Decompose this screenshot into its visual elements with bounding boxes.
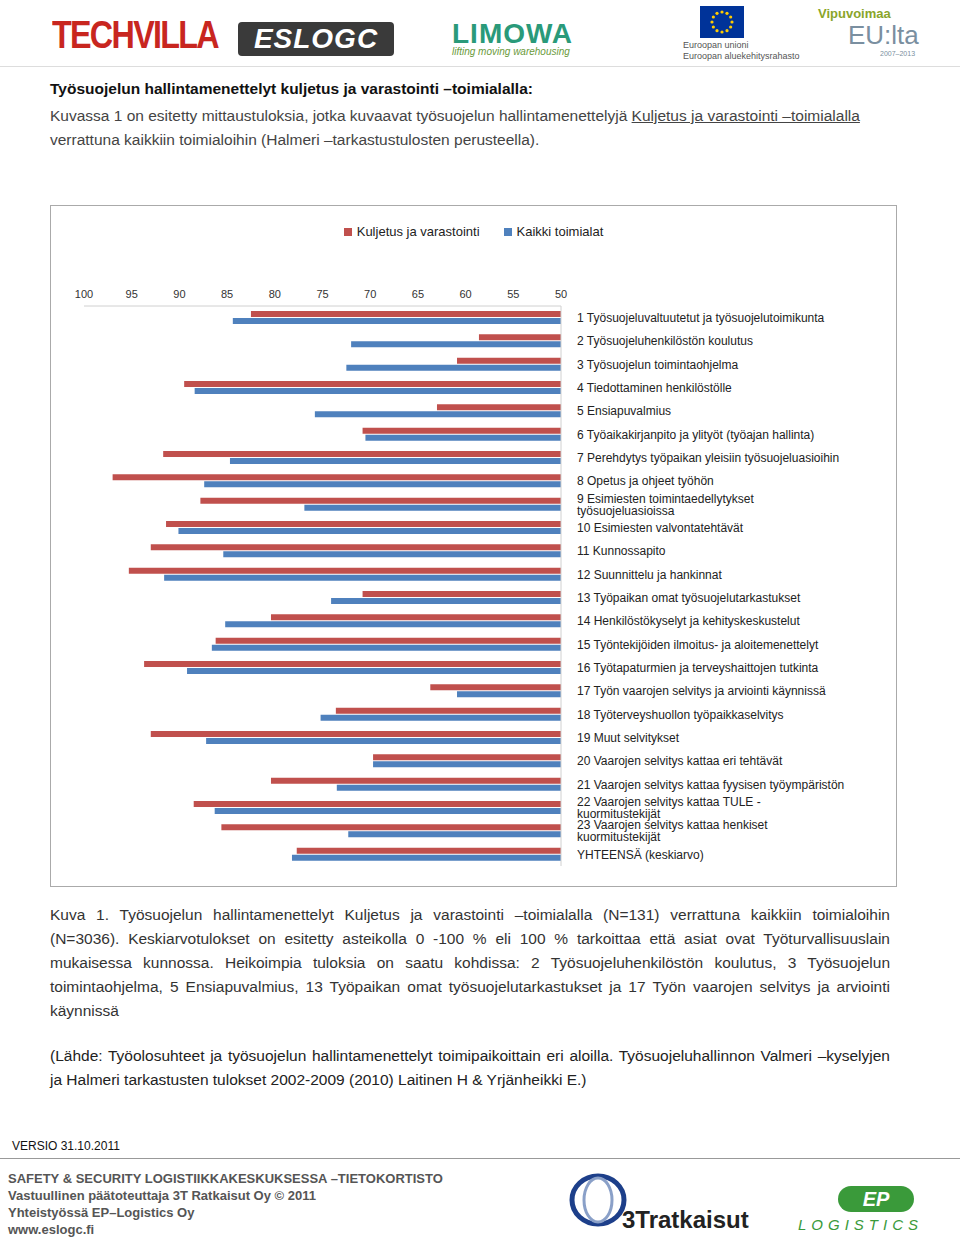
html-text:SAFETY & SECURITY LOGISTIIKKAK: SAFETY & SECURITY LOGISTIIKKAKESKUKSESSA… <box>8 1171 443 1186</box>
html-text:3Tratkaisut: 3Tratkaisut <box>622 1206 749 1233</box>
svg-text:7 Perehdytys työpaikan yleisii: 7 Perehdytys työpaikan yleisiin työsuoje… <box>577 451 839 465</box>
html-text:Kuvassa 1 on esitetty mittaust: Kuvassa 1 on esitetty mittaustuloksia, j… <box>50 107 860 124</box>
svg-text:65: 65 <box>412 288 424 300</box>
svg-text:14 Henkilöstökyselyt ja kehity: 14 Henkilöstökyselyt ja kehityskeskustel… <box>577 614 800 628</box>
html-text:EU:lta: EU:lta <box>848 20 919 50</box>
svg-text:4 Tiedottaminen henkilöstölle: 4 Tiedottaminen henkilöstölle <box>577 381 732 395</box>
html-text:(Lähde: Työolosuhteet ja työsu: (Lähde: Työolosuhteet ja työsuojelun hal… <box>50 1047 890 1088</box>
svg-text:23 Vaarojen selvitys kattaa he: 23 Vaarojen selvitys kattaa henkisetkuor… <box>577 818 768 844</box>
svg-text:8 Opetus ja ohjeet työhön: 8 Opetus ja ohjeet työhön <box>577 474 714 488</box>
svg-text:85: 85 <box>221 288 233 300</box>
svg-text:11 Kunnossapito: 11 Kunnossapito <box>577 544 666 558</box>
svg-text:1 Työsuojeluvaltuutetut ja työ: 1 Työsuojeluvaltuutetut ja työsuojelutoi… <box>577 311 825 325</box>
svg-text:22 Vaarojen selvitys kattaa TU: 22 Vaarojen selvitys kattaa TULE -kuormi… <box>577 795 761 821</box>
html-text:Euroopan unioni: Euroopan unioni <box>683 40 749 50</box>
svg-text:2 Työsuojeluhenkilöstön koulut: 2 Työsuojeluhenkilöstön koulutus <box>577 334 753 348</box>
svg-text:10 Esimiesten valvontatehtävät: 10 Esimiesten valvontatehtävät <box>577 521 744 535</box>
html-text:LOGISTICS: LOGISTICS <box>798 1216 923 1233</box>
svg-text:100: 100 <box>75 288 93 300</box>
svg-text:15 Työntekijöiden ilmoitus- ja: 15 Työntekijöiden ilmoitus- ja aloitemen… <box>577 638 819 652</box>
svg-text:90: 90 <box>173 288 185 300</box>
svg-text:13 Työpaikan omat työsuojeluta: 13 Työpaikan omat työsuojelutarkastukset <box>577 591 801 605</box>
svg-text:5 Ensiapuvalmius: 5 Ensiapuvalmius <box>577 404 671 418</box>
svg-text:70: 70 <box>364 288 376 300</box>
html-text:TECHVILLA: TECHVILLA <box>52 14 218 56</box>
svg-text:50: 50 <box>555 288 567 300</box>
html-text:EP: EP <box>862 1188 890 1210</box>
svg-text:6 Työaikakirjanpito ja ylityöt: 6 Työaikakirjanpito ja ylityöt (työajan … <box>577 428 814 442</box>
svg-text:20 Vaarojen selvitys kattaa er: 20 Vaarojen selvitys kattaa eri tehtävät <box>577 754 783 768</box>
html-text:LIMOWA: LIMOWA <box>452 18 574 49</box>
svg-text:YHTEENSÄ (keskiarvo): YHTEENSÄ (keskiarvo) <box>577 848 704 862</box>
html-text:www.eslogc.fi: www.eslogc.fi <box>8 1222 95 1237</box>
html-text:ESLOGC: ESLOGC <box>253 23 379 54</box>
svg-text:55: 55 <box>507 288 519 300</box>
html-text:Työsuojelun hallintamenettelyt: Työsuojelun hallintamenettelyt kuljetus … <box>50 80 533 97</box>
html-text:lifting moving warehousing: lifting moving warehousing <box>452 46 570 57</box>
svg-text:12 Suunnittelu ja hankinnat: 12 Suunnittelu ja hankinnat <box>577 568 722 582</box>
html-text:verrattuna kaikkiin toimialoih: verrattuna kaikkiin toimialoihin (Halmer… <box>50 131 540 148</box>
html-text:Kaikki toimialat: Kaikki toimialat <box>516 224 604 239</box>
html-text:2007–2013: 2007–2013 <box>880 50 915 57</box>
svg-text:17 Työn vaarojen selvitys ja a: 17 Työn vaarojen selvitys ja arviointi k… <box>577 684 826 698</box>
svg-text:18 Työterveyshuollon työpaikka: 18 Työterveyshuollon työpaikkaselvitys <box>577 708 784 722</box>
svg-text:16 Työtapaturmien ja terveysha: 16 Työtapaturmien ja terveyshaittojen tu… <box>577 661 819 675</box>
svg-text:21 Vaarojen selvitys kattaa fy: 21 Vaarojen selvitys kattaa fyysisen työ… <box>577 778 844 792</box>
html-text:Vastuullinen päätoteuttaja 3T: Vastuullinen päätoteuttaja 3T Ratkaisut … <box>8 1188 316 1203</box>
html-text:Euroopan aluekehitysrahasto: Euroopan aluekehitysrahasto <box>683 51 800 61</box>
html-text:VERSIO 31.10.2011: VERSIO 31.10.2011 <box>12 1139 120 1153</box>
svg-text:80: 80 <box>269 288 281 300</box>
html-text:Yhteistyössä EP–Logistics Oy: Yhteistyössä EP–Logistics Oy <box>8 1205 195 1220</box>
svg-text:60: 60 <box>459 288 471 300</box>
svg-text:95: 95 <box>126 288 138 300</box>
svg-text:9 Esimiesten toimintaedellytyk: 9 Esimiesten toimintaedellytyksettyösuoj… <box>577 492 754 518</box>
svg-text:3 Työsuojelun toimintaohjelma: 3 Työsuojelun toimintaohjelma <box>577 358 739 372</box>
svg-text:19 Muut selvitykset: 19 Muut selvitykset <box>577 731 680 745</box>
html-text:Kuljetus ja varastointi: Kuljetus ja varastointi <box>356 224 480 239</box>
svg-text:75: 75 <box>316 288 328 300</box>
html-text:Vipuvoimaa: Vipuvoimaa <box>818 6 891 21</box>
html-text:Kuva 1. Työsuojelun hallintame: Kuva 1. Työsuojelun hallintamenettelyt K… <box>50 906 890 1019</box>
